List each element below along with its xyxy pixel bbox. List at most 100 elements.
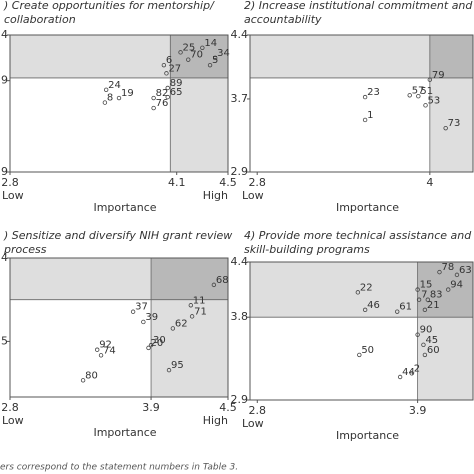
point <box>80 378 86 383</box>
point-label: 80 <box>85 370 98 381</box>
panel-title: accountability <box>244 13 322 26</box>
point-label: 14 <box>204 38 217 49</box>
point <box>165 94 170 100</box>
panel-title: 4) Provide more technical assistance and <box>244 229 472 242</box>
point <box>116 95 122 101</box>
point-label: 30 <box>153 335 166 346</box>
point <box>189 314 195 319</box>
caption: ers correspond to the statement numbers … <box>0 463 238 473</box>
point-label: 76 <box>156 98 169 109</box>
quadrant-high-high <box>170 35 228 78</box>
point-label: 2 <box>414 363 420 374</box>
x-tick-label: 2.8 <box>248 176 266 189</box>
point <box>151 95 156 101</box>
point-label: 90 <box>420 325 433 336</box>
plot-frame <box>9 34 229 173</box>
point-label: 78 <box>441 262 454 273</box>
point <box>357 352 362 358</box>
point-label: 11 <box>193 295 206 306</box>
x-tick-label: 2.8 <box>249 404 267 417</box>
point <box>130 309 136 314</box>
point-label: 1 <box>367 110 373 121</box>
point <box>362 117 368 123</box>
point-label: 51 <box>420 86 433 97</box>
point-label: 20 <box>150 338 163 349</box>
point-label: 57 <box>412 85 425 96</box>
point-label: 50 <box>361 345 374 356</box>
x-axis-label: Importance <box>93 201 156 214</box>
quadrant-high-low <box>170 77 228 172</box>
point-label: 89 <box>170 78 183 89</box>
point-label: 25 <box>183 42 196 53</box>
point <box>437 269 442 275</box>
point-label: 83 <box>430 290 443 301</box>
point-label: 95 <box>171 360 184 371</box>
point-label: 74 <box>103 345 116 356</box>
quadrant-low-high <box>250 262 418 318</box>
point <box>454 272 460 278</box>
low-label: Low <box>242 417 264 430</box>
x-tick-label: 3.9 <box>409 404 427 417</box>
x-tick-label: 4.5 <box>219 176 237 189</box>
point <box>186 57 191 62</box>
point-label: 92 <box>99 340 112 351</box>
point <box>207 62 213 68</box>
point <box>164 71 169 76</box>
point <box>416 297 422 302</box>
point-label: 23 <box>367 87 380 98</box>
y-tick-label: 3.7 <box>231 92 249 105</box>
x-tick-label: 2.8 <box>1 176 19 189</box>
quadrant-high-low <box>429 77 473 172</box>
point-label: 34 <box>217 48 230 59</box>
point-label: 7 <box>421 290 427 301</box>
y-tick-label: 4.4 <box>231 28 249 41</box>
quadrant-high-low <box>417 317 473 400</box>
point <box>395 309 400 314</box>
point-label: 94 <box>450 280 463 291</box>
low-label: Low <box>242 189 264 202</box>
point <box>355 290 361 295</box>
point <box>161 62 167 68</box>
point-label: 27 <box>168 63 181 74</box>
point <box>416 93 421 99</box>
quadrant-high-low <box>151 299 228 397</box>
point <box>409 371 414 376</box>
point <box>362 307 368 313</box>
plot-frame <box>249 261 474 401</box>
point <box>415 332 420 337</box>
x-tick-label: 4 <box>426 176 433 189</box>
point <box>94 347 100 352</box>
point <box>407 93 412 98</box>
x-tick-label: 4.1 <box>168 176 186 189</box>
point <box>415 287 420 292</box>
point-label: 82 <box>156 88 169 99</box>
point <box>170 326 176 331</box>
x-tick-label: 3.9 <box>142 401 160 414</box>
point <box>212 55 218 61</box>
high-label: High <box>203 189 228 202</box>
point-label: 39 <box>145 312 158 323</box>
y-tick-label: 4.4 <box>0 251 8 264</box>
point <box>98 353 104 358</box>
point-label: 46 <box>367 300 380 311</box>
point-label: 37 <box>135 302 148 313</box>
quadrant-high-high <box>151 258 228 300</box>
point-label: 8 <box>107 93 113 104</box>
x-axis-label: Importance <box>336 429 399 442</box>
point-label: 21 <box>427 300 440 311</box>
point-label: 60 <box>427 345 440 356</box>
point <box>443 125 448 131</box>
point <box>422 352 428 358</box>
point-label: 71 <box>194 306 207 317</box>
point-label: 53 <box>428 95 441 106</box>
x-axis-label: Importance <box>93 426 156 439</box>
y-tick-label: 2.9 <box>231 165 249 178</box>
point-label: 62 <box>175 318 188 329</box>
point <box>103 87 109 92</box>
point <box>146 345 151 351</box>
point-label: 6 <box>166 55 172 66</box>
y-tick-label: 3.5 <box>0 334 8 347</box>
point <box>362 94 368 100</box>
y-tick-label: 2.9 <box>0 165 8 178</box>
